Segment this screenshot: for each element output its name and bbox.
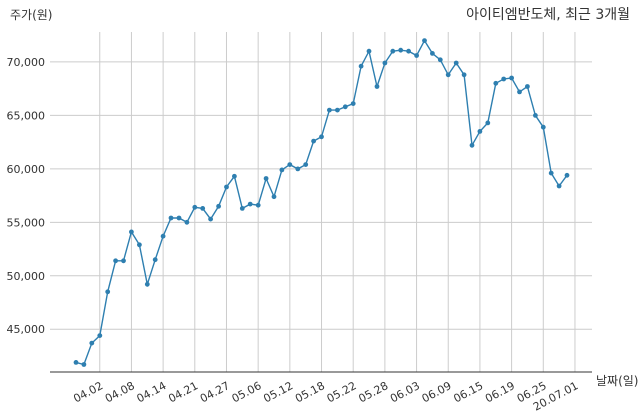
- data-point: [437, 57, 443, 63]
- data-point: [232, 173, 237, 179]
- data-point: [216, 203, 222, 209]
- data-point: [279, 167, 285, 173]
- y-tick-label: 65,000: [7, 109, 46, 122]
- x-tick-label: 05.18: [293, 379, 327, 405]
- data-point: [556, 183, 562, 189]
- data-point: [342, 104, 348, 110]
- data-point: [469, 142, 475, 148]
- data-point: [319, 134, 324, 140]
- data-point: [121, 258, 126, 264]
- x-tick-label: 05.22: [325, 379, 359, 405]
- data-point: [311, 138, 316, 144]
- y-axis-label: 주가(원): [10, 8, 52, 22]
- data-point: [358, 63, 364, 69]
- data-point: [533, 113, 538, 118]
- x-axis-ticks: 04.0204.0804.1404.2104.2705.0605.1205.18…: [71, 379, 580, 413]
- x-tick-label: 05.06: [230, 379, 264, 405]
- chart-title: 아이티엠반도체, 최근 3개월: [466, 7, 630, 23]
- data-point: [430, 51, 435, 56]
- y-tick-label: 55,000: [7, 216, 46, 229]
- data-point: [137, 242, 142, 248]
- y-axis-ticks: 45,000 50,000 55,000 60,000 65,000 70,000: [7, 56, 46, 336]
- data-point: [461, 72, 467, 78]
- data-point: [200, 206, 206, 211]
- data-point: [517, 89, 522, 95]
- data-point: [224, 184, 229, 190]
- data-point: [271, 194, 277, 200]
- data-point: [287, 162, 293, 168]
- x-tick-label: 06.03: [388, 379, 422, 405]
- x-tick-label: 06.09: [420, 379, 454, 405]
- data-point: [255, 202, 261, 208]
- x-tick-label: 05.28: [356, 379, 390, 405]
- data-point: [548, 170, 554, 176]
- data-point: [160, 233, 166, 239]
- data-point: [350, 101, 356, 106]
- data-point: [366, 48, 372, 54]
- x-tick-label: 05.12: [261, 379, 295, 405]
- data-point: [390, 48, 396, 54]
- data-point: [208, 216, 214, 222]
- y-tick-label: 45,000: [7, 323, 46, 336]
- data-point: [295, 166, 301, 172]
- data-point: [453, 60, 459, 66]
- data-point: [168, 215, 174, 221]
- data-point: [89, 340, 95, 346]
- data-point: [105, 289, 111, 295]
- x-tick-label: 06.19: [483, 379, 517, 405]
- data-point: [509, 75, 514, 81]
- x-tick-label: 06.15: [451, 379, 485, 405]
- data-point: [113, 258, 118, 264]
- data-point: [445, 72, 451, 78]
- data-point: [414, 53, 419, 58]
- data-point: [540, 124, 546, 130]
- data-point: [152, 257, 158, 263]
- data-point: [263, 176, 269, 181]
- y-tick-label: 50,000: [7, 270, 46, 283]
- x-tick-label: 04.02: [71, 379, 105, 405]
- data-point: [398, 47, 404, 53]
- data-point: [493, 80, 499, 86]
- data-point: [247, 201, 253, 207]
- x-tick-label: 04.08: [103, 379, 137, 405]
- data-point: [374, 84, 380, 89]
- data-point: [129, 229, 134, 235]
- data-point: [81, 362, 87, 367]
- data-point: [525, 84, 530, 89]
- data-point: [239, 206, 245, 211]
- data-point: [335, 107, 340, 113]
- x-tick-label: 04.27: [198, 379, 232, 405]
- y-tick-label: 60,000: [7, 163, 46, 176]
- data-point: [192, 204, 198, 210]
- grid-lines: [50, 32, 592, 372]
- data-point: [327, 107, 332, 113]
- x-tick-label: 04.21: [166, 379, 200, 405]
- data-point: [73, 360, 79, 365]
- x-tick-label: 04.14: [135, 379, 169, 405]
- data-point: [485, 120, 491, 126]
- x-axis-label: 날짜(일): [596, 374, 638, 388]
- data-point: [406, 48, 411, 54]
- data-point: [184, 219, 190, 225]
- data-point: [564, 172, 570, 178]
- data-point: [477, 129, 483, 134]
- data-point: [422, 38, 427, 43]
- data-point: [144, 281, 150, 287]
- data-point: [97, 333, 103, 338]
- data-points: [73, 38, 570, 367]
- y-tick-label: 70,000: [7, 56, 46, 69]
- data-point: [303, 162, 309, 168]
- data-point: [176, 215, 182, 221]
- data-point: [382, 60, 388, 66]
- data-point: [501, 76, 507, 82]
